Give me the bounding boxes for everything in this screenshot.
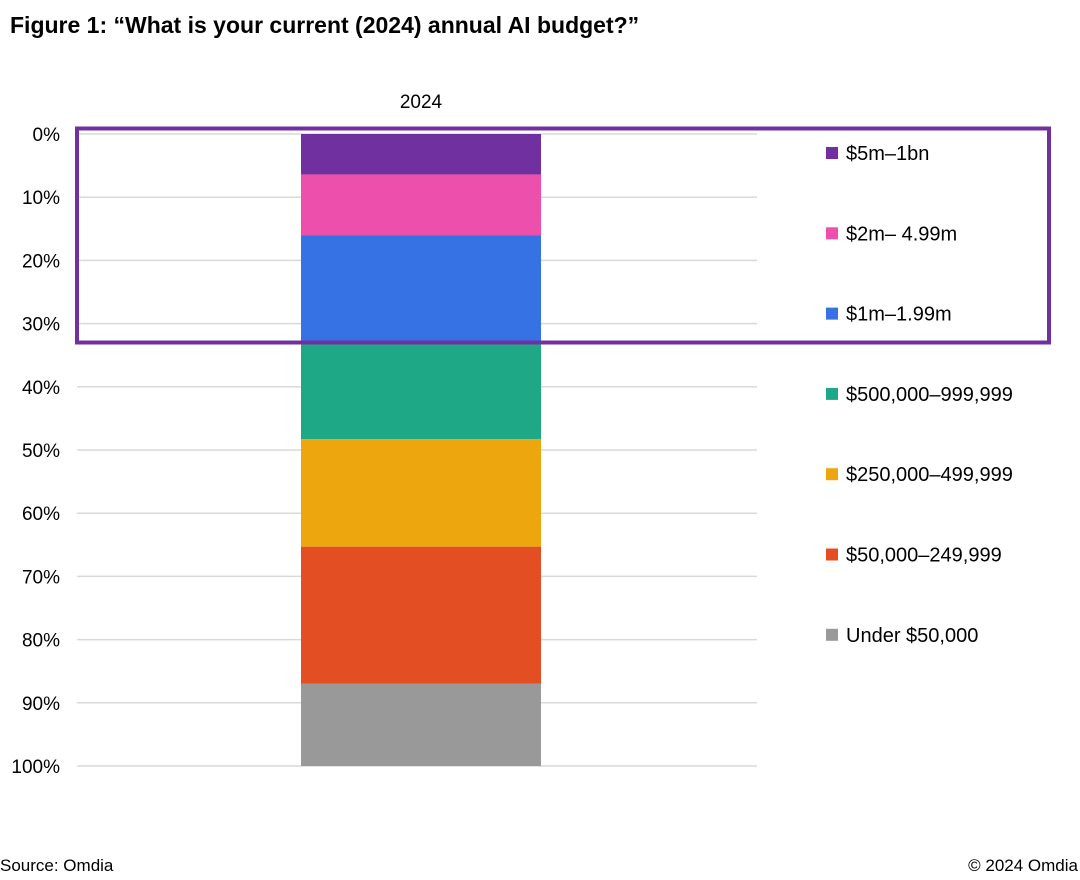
bar-segment (301, 439, 541, 547)
legend-swatch (826, 227, 838, 240)
bar-segment (301, 235, 541, 344)
highlight-box (75, 126, 1051, 345)
legend-label: $1m–1.99m (846, 304, 952, 326)
bar-segment (301, 174, 541, 236)
y-tick-label: 70% (22, 567, 60, 588)
legend-swatch (826, 468, 838, 481)
y-tick-label: 50% (22, 441, 60, 462)
y-tick-label: 90% (22, 694, 60, 715)
copyright-note: © 2024 Omdia (968, 856, 1078, 875)
category-label: 2024 (400, 92, 443, 113)
figure-title: Figure 1: “What is your current (2024) a… (10, 12, 640, 38)
legend-swatch (826, 548, 838, 561)
y-tick-label: 20% (22, 251, 60, 272)
y-tick-label: 30% (22, 315, 60, 336)
y-tick-label: 80% (22, 631, 60, 652)
legend-swatch (826, 628, 838, 641)
legend-label: $500,000–999,999 (846, 384, 1013, 406)
y-tick-label: 0% (33, 125, 61, 146)
y-tick-label: 60% (22, 504, 60, 525)
bar-segment (301, 546, 541, 684)
source-note: Source: Omdia (0, 856, 114, 875)
legend-swatch (826, 387, 838, 400)
legend-label: $50,000–249,999 (846, 545, 1002, 567)
legend-swatch (826, 307, 838, 320)
y-tick-label: 100% (11, 757, 60, 778)
bar-segment (301, 134, 541, 175)
legend-label: $5m–1bn (846, 143, 929, 165)
legend-label: Under $50,000 (846, 625, 978, 647)
bar-segment (301, 343, 541, 440)
legend-label: $250,000–499,999 (846, 464, 1013, 486)
y-tick-label: 40% (22, 378, 60, 399)
legend-label: $2m– 4.99m (846, 223, 957, 245)
bar-segment (301, 683, 541, 766)
legend-swatch (826, 147, 838, 159)
y-tick-label: 10% (22, 188, 60, 209)
